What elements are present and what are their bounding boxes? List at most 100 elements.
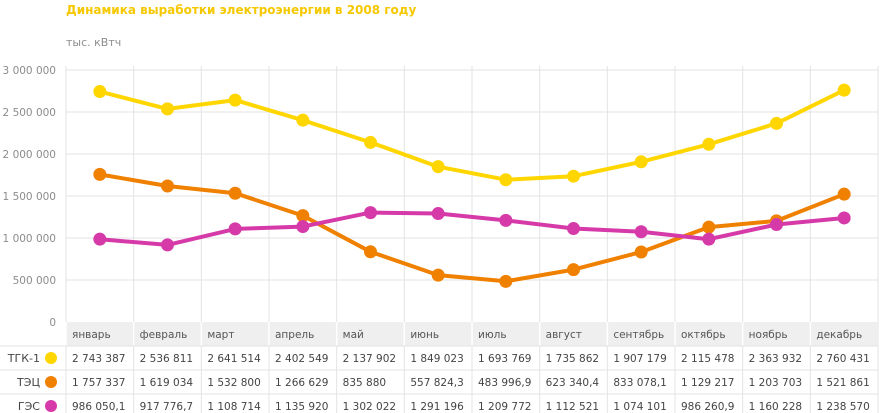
table-cell: 623 340,4 (546, 377, 600, 389)
table-cell: 833 078,1 (613, 377, 666, 389)
x-tick-label: ноябрь (749, 329, 788, 341)
table-cell: 1 112 521 (546, 401, 599, 413)
legend-label: ТГК-1 (7, 352, 40, 365)
table-cell: 1 849 023 (410, 353, 463, 365)
x-tick-label: июнь (410, 329, 439, 341)
data-point (837, 211, 851, 225)
data-point (228, 93, 242, 107)
data-point (837, 187, 851, 201)
x-tick-label: февраль (140, 329, 188, 341)
table-cell: 2 641 514 (207, 353, 261, 365)
table-cell: 1 129 217 (681, 377, 734, 389)
x-tick-label: апрель (275, 329, 314, 341)
table-cell: 2 760 431 (816, 353, 869, 365)
table-cell: 986 260,9 (681, 401, 734, 413)
table-cell: 1 757 337 (72, 377, 125, 389)
series-points (93, 83, 851, 288)
table-cell: 1 209 772 (478, 401, 531, 413)
series-line (99, 88, 846, 182)
table-cell: 1 619 034 (140, 377, 194, 389)
legend-label: ТЭЦ (16, 376, 40, 389)
data-point (364, 245, 377, 259)
data-point (161, 238, 174, 252)
data-point (228, 186, 242, 200)
y-axis-label: тыс. кВтч (66, 36, 121, 49)
table-cell: 2 115 478 (681, 353, 734, 365)
y-tick-labels: 0 500 000 1 000 000 1 500 000 2 000 000 2 500… (3, 65, 56, 329)
x-tick-label: июль (478, 329, 507, 341)
table-cell: 1 532 800 (207, 377, 260, 389)
data-point (296, 220, 310, 234)
data-point (499, 274, 513, 288)
table-cell: 483 996,9 (478, 377, 531, 389)
data-point (431, 268, 445, 282)
data-point (93, 232, 107, 246)
table-cell: 1 266 629 (275, 377, 328, 389)
series-lines (99, 88, 846, 284)
legend-marker (45, 400, 57, 412)
data-point (837, 83, 851, 97)
data-point (228, 222, 242, 236)
table-cell: 917 776,7 (140, 401, 193, 413)
x-tick-label: январь (72, 329, 111, 341)
data-point (161, 102, 174, 116)
data-point (364, 206, 377, 220)
y-tick-label: 1 000 000 (3, 233, 56, 245)
data-point (567, 263, 580, 277)
data-point (431, 160, 445, 174)
data-point (93, 167, 107, 181)
data-point (567, 222, 580, 236)
x-tick-label: март (207, 329, 234, 341)
table-cell: 1 160 228 (749, 401, 802, 413)
data-point (161, 179, 174, 193)
data-point (499, 173, 513, 187)
series-line (99, 210, 845, 247)
x-tick-label: декабрь (816, 329, 862, 341)
table-cell: 2 363 932 (749, 353, 802, 365)
data-point (296, 209, 310, 223)
data-table: ТГК-1 2 743 387 2 536 811 2 641 514 2 402 54… (0, 345, 878, 413)
data-point (93, 85, 107, 99)
table-cell: 1 735 862 (546, 353, 599, 365)
table-cell: 2 536 811 (140, 353, 193, 365)
table-cell: 1 074 101 (613, 401, 666, 413)
data-point (770, 116, 783, 130)
y-tick-label: 2 500 000 (3, 107, 56, 119)
x-tick-label: август (546, 329, 582, 341)
data-point (702, 137, 716, 151)
x-category-row: январь февраль март апрель май июнь июль август… (65, 322, 878, 346)
table-cell: 557 824,3 (410, 377, 463, 389)
grid (65, 66, 879, 413)
table-cell: 1 907 179 (613, 353, 666, 365)
table-cell: 1 521 861 (816, 377, 869, 389)
series-line (99, 172, 845, 284)
table-cell: 1 135 920 (275, 401, 328, 413)
table-cell: 835 880 (343, 377, 386, 389)
x-tick-label: сентябрь (613, 329, 664, 341)
data-point (499, 213, 513, 227)
table-cell: 986 050,1 (72, 401, 125, 413)
table-cell: 1 203 703 (749, 377, 802, 389)
legend-marker (45, 352, 57, 364)
data-point (296, 113, 310, 127)
y-tick-label: 1 500 000 (3, 191, 56, 203)
data-point (634, 225, 648, 239)
legend-label: ГЭС (18, 400, 40, 413)
table-cell: 2 137 902 (343, 353, 396, 365)
table-cell: 2 402 549 (275, 353, 328, 365)
table-cell: 1 108 714 (207, 401, 261, 413)
data-point (770, 218, 783, 232)
data-point (364, 135, 377, 149)
data-point (567, 169, 580, 183)
data-point (634, 155, 648, 169)
table-cell: 1 291 196 (410, 401, 464, 413)
y-tick-label: 500 000 (13, 275, 56, 287)
data-point (702, 220, 716, 234)
chart-title: Динамика выработки электроэнергии в 2008… (66, 3, 416, 17)
y-tick-label: 3 000 000 (3, 65, 56, 77)
legend-marker (45, 376, 57, 388)
table-cell: 1 238 570 (816, 401, 869, 413)
table-cell: 2 743 387 (72, 353, 125, 365)
table-cell: 1 302 022 (343, 401, 396, 413)
